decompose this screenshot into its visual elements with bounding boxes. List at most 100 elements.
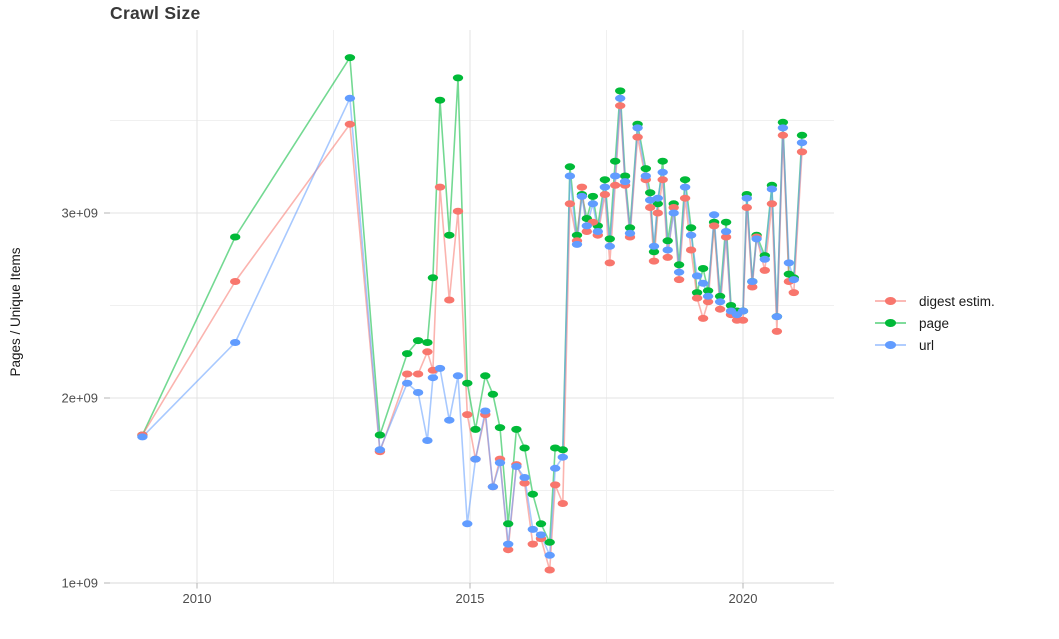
data-point-page — [657, 157, 668, 165]
data-point-digestestim — [652, 209, 663, 217]
data-point-url — [535, 531, 547, 539]
series-line-digestestim — [141, 104, 803, 571]
legend-key-digest — [875, 290, 906, 312]
data-point-page — [702, 287, 714, 295]
data-point-url — [581, 222, 592, 230]
data-point-url — [587, 200, 599, 208]
legend-dot-icon — [885, 319, 896, 327]
data-point-digestestim — [557, 500, 568, 507]
data-point-page — [725, 302, 737, 309]
y-axis-title: Pages / Unique Items — [8, 247, 23, 377]
data-point-digestestim — [673, 276, 685, 284]
data-point-url — [527, 525, 538, 533]
data-point-url — [679, 183, 691, 191]
data-point-page — [503, 520, 514, 528]
data-point-url — [788, 276, 799, 284]
data-point-url — [137, 433, 148, 441]
data-point-page — [564, 163, 576, 171]
data-point-page — [587, 192, 599, 200]
data-point-page — [494, 424, 506, 432]
data-point-url — [462, 520, 473, 528]
series-line-page — [141, 56, 803, 544]
legend-label-page: page — [919, 315, 950, 331]
data-point-url — [697, 279, 709, 287]
legend-key-page — [875, 312, 906, 334]
data-point-page — [673, 261, 685, 269]
legend-item-digest: digest estim. — [875, 290, 995, 312]
data-point-url — [759, 255, 770, 263]
data-point-url — [720, 228, 732, 235]
data-point-url — [771, 313, 783, 321]
data-point-digestestim — [788, 289, 799, 297]
legend-label-digest: digest estim. — [919, 293, 995, 309]
legend: digest estim. page url — [875, 290, 995, 356]
data-point-page — [571, 231, 583, 239]
data-point-url — [702, 292, 714, 300]
data-point-page — [777, 118, 789, 126]
data-point-url — [557, 453, 568, 461]
data-point-digestestim — [519, 479, 530, 487]
data-point-page — [470, 425, 481, 433]
data-point-page — [604, 235, 615, 243]
data-point-page — [544, 538, 555, 546]
data-point-digestestim — [679, 194, 691, 202]
data-point-url — [691, 272, 703, 280]
data-point-url — [494, 459, 506, 467]
legend-dot-icon — [885, 297, 896, 305]
data-point-url — [619, 178, 631, 186]
legend-label-url: url — [919, 337, 935, 353]
data-point-page — [645, 189, 656, 197]
data-point-url — [519, 474, 530, 481]
data-point-digestestim — [599, 191, 611, 198]
data-point-page — [624, 224, 636, 232]
data-point-digestestim — [503, 546, 514, 554]
data-point-digestestim — [697, 314, 709, 322]
data-point-digestestim — [412, 370, 424, 378]
data-point-url — [632, 124, 643, 132]
data-point-url — [571, 240, 583, 248]
x-tick-label: 2020 — [729, 591, 758, 606]
data-point-url — [648, 242, 660, 250]
data-point-digestestim — [702, 298, 714, 306]
data-point-page — [452, 74, 464, 82]
data-point-url — [444, 416, 455, 424]
data-point-page — [402, 350, 413, 358]
data-point-page — [230, 233, 241, 241]
data-point-url — [657, 168, 668, 176]
data-point-digestestim — [668, 204, 679, 211]
data-point-digestestim — [759, 266, 770, 274]
data-point-page — [519, 444, 530, 452]
data-point-digestestim — [434, 183, 446, 191]
data-point-page — [412, 337, 424, 345]
data-point-url — [673, 268, 685, 276]
data-point-url — [592, 228, 603, 235]
data-point-url — [452, 372, 464, 380]
data-point-digestestim — [714, 305, 726, 313]
data-point-url — [480, 407, 491, 415]
series-line-url — [141, 97, 803, 557]
data-point-url — [427, 374, 439, 382]
data-point-page — [615, 87, 626, 95]
data-point-page — [619, 172, 631, 180]
data-point-page — [344, 54, 356, 62]
data-point-digestestim — [708, 222, 720, 230]
data-point-page — [480, 372, 491, 380]
data-point-page — [652, 200, 663, 208]
data-point-digestestim — [771, 327, 783, 335]
data-point-digestestim — [344, 120, 356, 128]
chart-title: Crawl Size — [110, 3, 201, 23]
y-tick-label: 3e+09 — [61, 206, 98, 221]
x-tick-label: 2015 — [456, 591, 485, 606]
data-point-digestestim — [564, 200, 576, 208]
data-point-url — [766, 185, 778, 193]
data-point-url — [374, 446, 386, 454]
data-point-digestestim — [544, 566, 555, 574]
data-point-url — [230, 339, 241, 346]
data-point-url — [544, 551, 555, 559]
data-point-page — [444, 231, 455, 239]
data-point-digestestim — [657, 176, 668, 184]
data-point-url — [503, 540, 514, 548]
data-point-url — [564, 172, 576, 180]
data-point-page — [535, 520, 547, 528]
